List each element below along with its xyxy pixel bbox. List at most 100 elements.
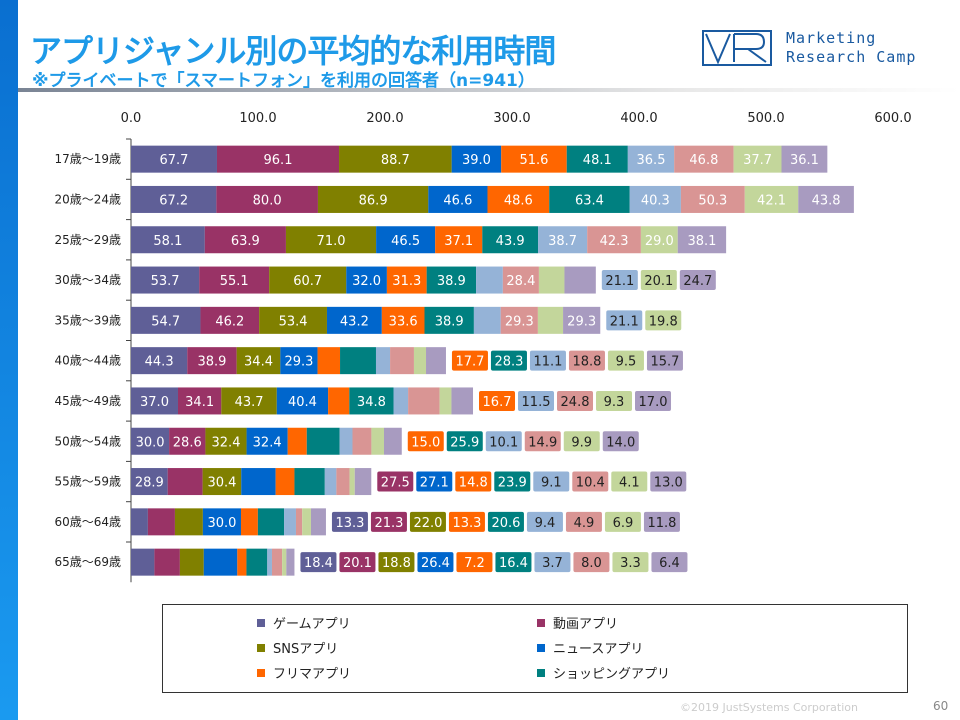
bar-segment: [563, 306, 601, 334]
bar-segment: [267, 548, 272, 576]
legend-label: ゲームアプリ: [273, 617, 351, 632]
bar-segment: [564, 266, 596, 294]
bar-segment: [294, 468, 325, 496]
y-category-label: 25歳～29歳: [54, 233, 121, 247]
data-label-chip: [645, 310, 682, 331]
bar-segment: [131, 548, 155, 576]
y-category-label: 35歳～39歳: [54, 313, 121, 327]
bar-segment: [324, 468, 337, 496]
data-label: 39.0: [462, 153, 491, 168]
data-label: 88.7: [381, 153, 410, 168]
y-category-label: 45歳～49歳: [54, 394, 121, 408]
legend-swatch: [257, 668, 265, 677]
bar-segment: [131, 306, 201, 334]
bar-segment: [131, 387, 178, 415]
legend-swatch: [257, 643, 265, 652]
data-label: 34.1: [185, 395, 214, 410]
bar-segment: [393, 387, 409, 415]
bar-segment: [424, 306, 474, 334]
bar-segment: [538, 266, 565, 294]
legend-swatch: [537, 668, 545, 677]
data-label: 24.8: [561, 395, 590, 410]
data-label: 16.4: [499, 556, 528, 571]
data-label: 48.6: [504, 193, 533, 208]
bar-segment: [216, 185, 318, 213]
x-tick-label: 600.0: [874, 111, 911, 126]
data-label: 17.0: [639, 395, 668, 410]
bar-segment: [349, 468, 355, 496]
bar-segment: [317, 347, 341, 375]
copyright: ©2019 JustSystems Corporation: [680, 701, 858, 714]
bar-segment: [221, 387, 277, 415]
data-label-chip: [534, 552, 571, 573]
bar-segment: [275, 468, 295, 496]
bar-segment: [204, 226, 286, 254]
data-label: 30.0: [136, 435, 165, 450]
data-label-chip: [533, 471, 570, 492]
bar-segment: [349, 387, 394, 415]
data-label-chip: [679, 270, 716, 291]
bar-segment: [476, 266, 503, 294]
bar-segment: [202, 468, 242, 496]
bar-segment: [246, 427, 288, 455]
data-label-chip: [490, 350, 527, 371]
data-label: 51.6: [519, 153, 548, 168]
data-label: 6.9: [613, 516, 634, 531]
bar-segment: [428, 185, 488, 213]
legend-item: フリマアプリ: [257, 663, 351, 682]
data-label: 43.9: [496, 234, 525, 249]
bar-segment: [501, 145, 567, 173]
stacked-bar-chart: 0.0 100.0 200.0 300.0 400.0 500.0 600.0 17歳～19歳…: [54, 111, 912, 583]
data-label: 18.8: [382, 556, 411, 571]
data-label-chip: [606, 310, 643, 331]
data-label: 13.3: [452, 516, 481, 531]
data-label: 14.9: [528, 435, 557, 450]
bar-segment: [177, 387, 222, 415]
data-label: 28.4: [506, 274, 535, 289]
data-label-chip: [456, 552, 493, 573]
bar-segment: [131, 266, 200, 294]
data-label: 33.6: [389, 314, 418, 329]
data-label: 27.1: [420, 476, 449, 491]
bar-segment: [328, 387, 350, 415]
bar-segment: [339, 145, 452, 173]
bar-segment: [282, 548, 287, 576]
legend-swatch: [257, 618, 265, 627]
data-label: 3.3: [620, 556, 641, 571]
bar-segment: [131, 347, 188, 375]
data-label: 14.0: [606, 435, 635, 450]
bar-segment: [640, 226, 678, 254]
data-label: 17.7: [455, 355, 484, 370]
data-label-chip: [565, 511, 602, 532]
data-label: 58.1: [153, 234, 182, 249]
bar-segment: [169, 427, 206, 455]
bar-segment: [295, 508, 303, 536]
bar-segment: [339, 427, 353, 455]
bar-segment: [131, 226, 205, 254]
data-label: 38.9: [435, 314, 464, 329]
data-label: 25.9: [450, 435, 479, 450]
bar-segment: [733, 145, 782, 173]
bar-segment: [241, 468, 276, 496]
bar-segment: [435, 226, 483, 254]
data-label: 9.5: [616, 355, 637, 370]
bar-segment: [240, 508, 258, 536]
data-label: 31.3: [392, 274, 421, 289]
bar-segment: [280, 347, 318, 375]
data-label: 55.1: [220, 274, 249, 289]
data-label: 44.3: [145, 355, 174, 370]
data-label: 18.8: [572, 355, 601, 370]
bar-segment: [131, 468, 168, 496]
data-label-chip: [612, 552, 649, 573]
bar-segment: [354, 468, 372, 496]
data-label-chip: [643, 511, 680, 532]
logo-text: Marketing Research Camp: [786, 29, 916, 67]
data-label: 11.1: [533, 355, 562, 370]
data-label: 7.2: [464, 556, 485, 571]
data-label-chip: [651, 552, 688, 573]
data-label-chip: [300, 552, 337, 573]
data-label: 43.2: [340, 314, 369, 329]
data-label: 46.6: [443, 193, 472, 208]
bar-segment: [371, 427, 384, 455]
bar-segment: [451, 145, 502, 173]
